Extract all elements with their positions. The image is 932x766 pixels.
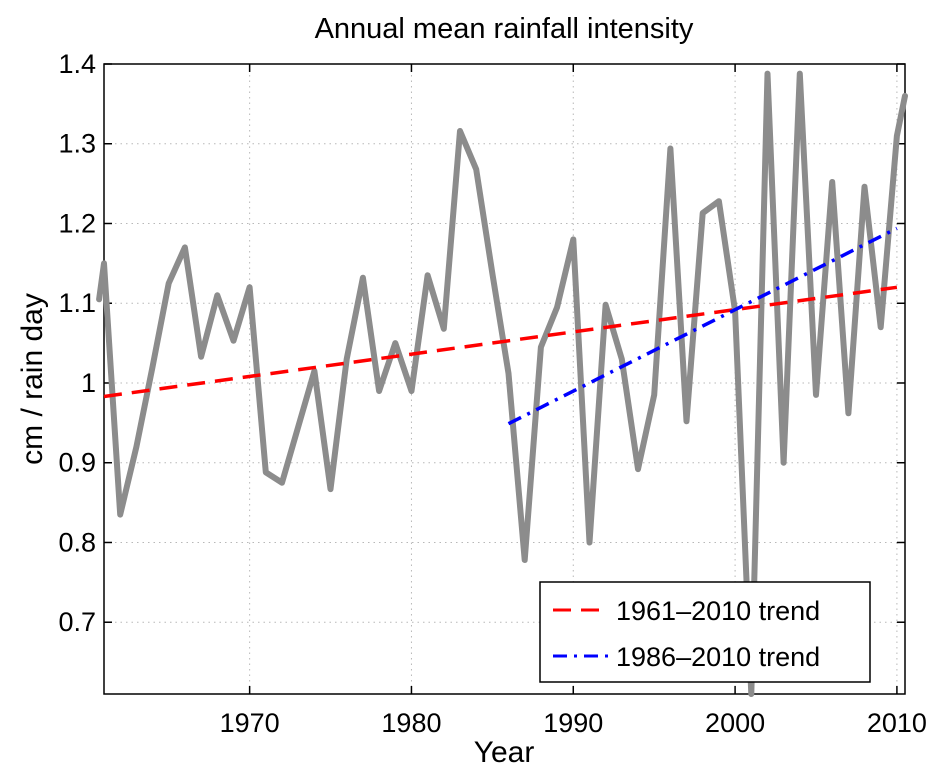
y-tick-label: 1.1 (58, 288, 96, 318)
y-tick-label: 0.9 (58, 448, 96, 478)
chart-title: Annual mean rainfall intensity (315, 13, 694, 45)
plot-area-frame (103, 63, 906, 695)
y-tick-label: 1.4 (58, 49, 96, 79)
x-tick-label: 1980 (381, 708, 441, 738)
x-axis-label: Year (474, 736, 535, 766)
axis-ticks: 1970 1980 1990 2000 2010 0.7 0.8 0.9 1 1.1 1.2 1.3 1… (58, 49, 926, 738)
legend-label-1961-2010: 1961–2010 trend (616, 596, 820, 626)
series-line-trend-1 (103, 285, 898, 399)
x-tick-label: 2010 (867, 708, 927, 738)
y-tick-label: 1 (81, 368, 96, 398)
x-tick-label: 2000 (705, 708, 765, 738)
y-tick-label: 0.8 (58, 527, 96, 557)
y-tick-label: 1.3 (58, 129, 96, 159)
x-tick-label: 1970 (220, 708, 280, 738)
series-layer (96, 70, 908, 697)
series-line-trend-2 (507, 226, 898, 426)
legend-box (539, 581, 871, 683)
legend: 1961–2010 trend 1986–2010 trend (539, 581, 871, 683)
legend-label-1986-2010: 1986–2010 trend (616, 642, 820, 672)
y-tick-label: 0.7 (58, 607, 96, 637)
x-tick-label: 1990 (543, 708, 603, 738)
series-line-rainfall (96, 70, 908, 697)
y-axis-label: cm / rain day (16, 293, 49, 465)
y-tick-label: 1.2 (58, 208, 96, 238)
